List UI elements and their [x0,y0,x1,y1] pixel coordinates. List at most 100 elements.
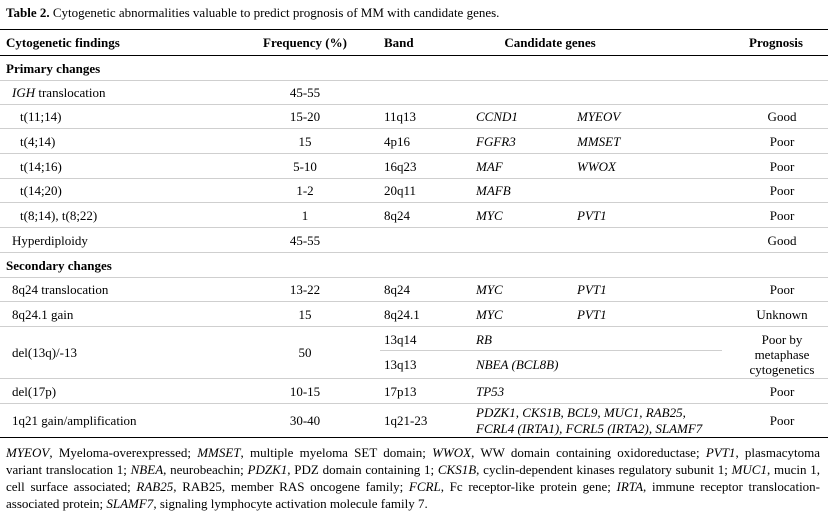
footnote-def: , immune receptor translocation-associat… [6,479,821,511]
row-t814-band: 8q24 [384,208,410,223]
row-q21-frequency: 30-40 [289,413,321,428]
row-t1416-band: 16q23 [384,159,417,174]
row-t414-prognosis: Poor [769,134,795,149]
row-divider [0,104,828,105]
header-band: Band [384,35,414,50]
row-subdivider [380,350,722,351]
row-t814-frequency: 1 [301,208,309,223]
footnote-def: , plasmacytoma variant translocation 1; [6,445,821,477]
row-del13-gene1: RB [476,332,492,347]
row-hyper-prognosis: Good [767,233,797,248]
row-divider [0,178,828,179]
row-divider [0,80,828,81]
row-divider [0,227,828,228]
row-divider [0,301,828,302]
footnote-def: , multiple myeloma SET domain; [240,445,433,460]
row-q24gain-band: 8q24.1 [384,307,420,322]
footnote-def: , WW domain containing oxidoreductase; [471,445,706,460]
row-t1416-finding: t(14;16) [20,159,62,174]
row-t414-gene1: FGFR3 [476,134,516,149]
table-footnote: MYEOV, Myeloma-overexpressed; MMSET, mul… [6,444,820,512]
row-t1420-band: 20q11 [384,183,417,198]
footnote-abbr: MYEOV [6,445,50,460]
row-q24gain-gene1: MYC [476,307,503,322]
row-t814-gene2: PVT1 [577,208,607,223]
row-igh-frequency: 45-55 [289,85,321,100]
row-q24trans-finding: 8q24 translocation [12,282,109,297]
footnote-def: , PDZ domain containing 1; [287,462,438,477]
row-del17-finding: del(17p) [12,384,57,399]
row-t1114-prognosis: Good [767,109,797,124]
row-del13-gene2: NBEA (BCL8B) [476,357,559,372]
top-rule [0,29,828,30]
row-divider [0,202,828,203]
footnote-abbr: PVT1 [705,445,736,460]
row-del17-frequency: 10-15 [289,384,321,399]
row-divider [0,403,828,404]
row-q21-band: 1q21-23 [384,413,428,428]
row-t1416-gene2: WWOX [577,159,616,174]
row-t1114-band: 11q13 [384,109,417,124]
footnote-abbr: IRTA [616,479,644,494]
row-divider [0,277,828,278]
row-del17-band: 17p13 [384,384,417,399]
row-q24trans-prognosis: Poor [769,282,795,297]
bottom-rule [0,437,828,438]
igh-gene-name: IGH [12,85,36,100]
row-del13-finding: del(13q)/-13 [12,345,77,360]
row-hyper-frequency: 45-55 [289,233,321,248]
row-q21-genes-line2: FCRL4 (IRTA1), FCRL5 (IRTA2), SLAMF7 [476,421,703,436]
row-t814-prognosis: Poor [769,208,795,223]
table-title-text: Cytogenetic abnormalities valuable to pr… [52,5,500,20]
row-t414-gene2: MMSET [577,134,621,149]
row-q24gain-frequency: 15 [298,307,312,322]
row-divider [0,128,828,129]
row-del13-band2: 13q13 [384,357,417,372]
footnote-def: , Myeloma-overexpressed; [49,445,198,460]
row-t1114-frequency: 15-20 [289,109,321,124]
row-t814-gene1: MYC [476,208,503,223]
header-genes: Candidate genes [504,35,596,50]
row-del17-prognosis: Poor [769,384,795,399]
row-divider [0,252,828,253]
footnote-abbr: PDZK1 [247,462,288,477]
row-del13-band1: 13q14 [384,332,417,347]
row-t1420-frequency: 1-2 [296,183,314,198]
footnote-abbr: FCRL [408,479,441,494]
footnote-def: , mucin 1, cell surface associated; [6,462,820,494]
row-q24trans-gene2: PVT1 [577,282,607,297]
footnote-def: , RAB25, member RAS oncogene family; [173,479,409,494]
table-title-label: Table 2. [6,5,50,20]
footnote-def: , cyclin-dependent kinases regulatory su… [476,462,732,477]
row-divider [0,378,828,379]
row-t414-finding: t(4;14) [20,134,56,149]
row-t1416-gene1: MAF [476,159,503,174]
footnote-abbr: CKS1B [437,462,477,477]
table-title: Table 2. Cytogenetic abnormalities valua… [6,5,499,21]
row-t1420-gene1: MAFB [476,183,511,198]
section-secondary: Secondary changes [6,258,112,273]
row-del13-prognosis: Poor by metaphase cytogenetics [749,332,815,377]
header-findings: Cytogenetic findings [6,35,120,50]
row-divider [0,153,828,154]
footnote-abbr: RAB25 [136,479,174,494]
footnote-abbr: WWOX [432,445,472,460]
footnote-def: , signaling lymphocyte activation molecu… [153,496,428,511]
header-prognosis: Prognosis [749,35,803,50]
row-t1420-finding: t(14;20) [20,183,62,198]
row-q24gain-prognosis: Unknown [756,307,808,322]
row-t1420-prognosis: Poor [769,183,795,198]
row-del13-frequency: 50 [298,345,312,360]
row-divider [0,326,828,327]
row-del17-gene1: TP53 [476,384,505,399]
header-rule [0,55,828,56]
row-q24gain-gene2: PVT1 [577,307,607,322]
footnote-abbr: SLAMF7 [106,496,154,511]
row-t1114-gene2: MYEOV [577,109,621,124]
footnote-abbr: NBEA [130,462,164,477]
footnote-def: , neurobeachin; [163,462,248,477]
row-q21-genes-line1: PDZK1, CKS1B, BCL9, MUC1, RAB25, [476,405,686,420]
row-t814-finding: t(8;14), t(8;22) [20,208,98,223]
row-t1416-frequency: 5-10 [293,159,317,174]
row-igh-finding: IGH translocation [12,85,106,100]
